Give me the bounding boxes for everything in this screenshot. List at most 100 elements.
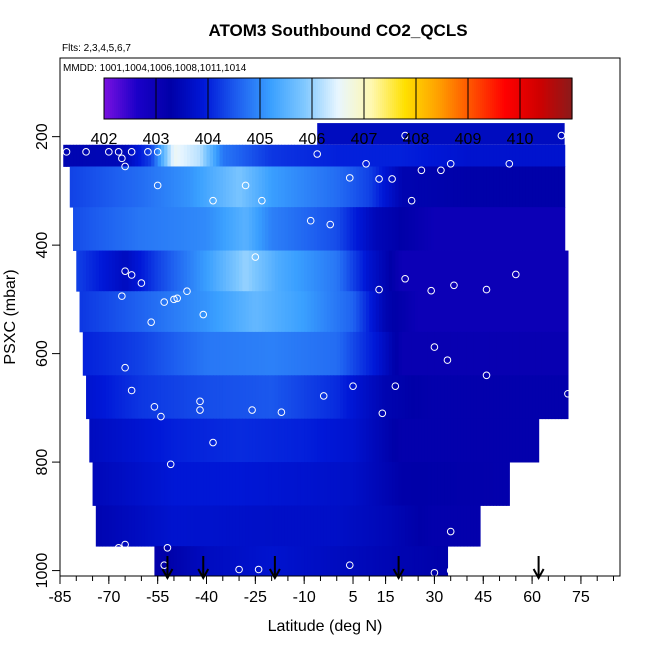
heatmap-cell xyxy=(548,144,553,167)
heatmap-cell xyxy=(203,331,208,376)
heatmap-cell xyxy=(99,375,103,420)
heatmap-cell xyxy=(499,166,504,208)
heatmap-cell xyxy=(470,144,475,167)
heatmap-cell xyxy=(105,418,110,463)
heatmap-cell xyxy=(128,291,133,333)
heatmap-cell xyxy=(388,505,393,547)
heatmap-cell xyxy=(375,207,380,251)
heatmap-cell xyxy=(460,375,465,420)
heatmap-cell xyxy=(548,291,553,333)
heatmap-cell xyxy=(82,291,87,333)
colorbar-segment xyxy=(538,78,541,119)
heatmap-cell xyxy=(359,462,364,506)
heatmap-cell xyxy=(242,331,247,376)
colorbar-segment xyxy=(554,78,557,119)
heatmap-cell xyxy=(89,144,94,167)
heatmap-cell xyxy=(297,166,302,208)
colorbar-segment xyxy=(114,78,117,119)
heatmap-cell xyxy=(535,207,540,251)
heatmap-cell xyxy=(291,144,296,167)
heatmap-cell xyxy=(102,331,107,376)
heatmap-cell xyxy=(346,291,351,333)
heatmap-cell xyxy=(379,331,383,376)
heatmap-cell xyxy=(336,291,341,333)
heatmap-cell xyxy=(366,291,370,333)
colorbar-segment xyxy=(520,78,523,119)
colorbar-segment xyxy=(474,78,477,119)
heatmap-cell xyxy=(255,207,260,251)
heatmap-cell xyxy=(102,418,107,463)
heatmap-cell xyxy=(125,418,129,463)
heatmap-cell xyxy=(392,375,396,420)
heatmap-cell xyxy=(522,144,527,167)
heatmap-cell xyxy=(414,375,419,420)
heatmap-cell xyxy=(112,144,116,167)
heatmap-cell xyxy=(434,505,439,547)
heatmap-cell xyxy=(284,291,289,333)
heatmap-cell xyxy=(440,375,445,420)
heatmap-cell xyxy=(261,166,266,208)
colorbar-segment xyxy=(172,78,175,119)
colorbar-segment xyxy=(110,78,113,119)
colorbar-segment xyxy=(366,78,369,119)
heatmap-cell xyxy=(173,331,178,376)
heatmap-cell xyxy=(304,546,309,576)
colorbar-segment xyxy=(230,78,233,119)
heatmap-cell xyxy=(440,166,445,208)
heatmap-cell xyxy=(226,291,230,333)
heatmap-cell xyxy=(476,418,481,463)
colorbar-segment xyxy=(434,78,437,119)
heatmap-cell xyxy=(307,546,312,576)
heatmap-cell xyxy=(388,291,393,333)
colorbar-segment xyxy=(228,78,231,119)
heatmap-cell xyxy=(200,166,204,208)
heatmap-cell xyxy=(424,207,429,251)
heatmap-cell xyxy=(147,418,152,463)
heatmap-cell xyxy=(375,462,380,506)
x-tick-label: 15 xyxy=(377,589,395,606)
heatmap-cell xyxy=(333,462,338,506)
heatmap-cell xyxy=(226,144,230,167)
heatmap-cell xyxy=(281,505,286,547)
heatmap-cell xyxy=(242,207,247,251)
heatmap-cell xyxy=(548,331,553,376)
heatmap-cell xyxy=(141,418,146,463)
heatmap-cell xyxy=(278,375,282,420)
heatmap-cell xyxy=(167,418,172,463)
heatmap-cell xyxy=(362,546,367,576)
heatmap-cell xyxy=(496,250,501,292)
colorbar-segment xyxy=(486,78,489,119)
heatmap-cell xyxy=(125,331,129,376)
colorbar-segment xyxy=(306,78,309,119)
sample-point xyxy=(277,408,286,416)
heatmap-cell xyxy=(252,375,256,420)
heatmap-cell xyxy=(346,144,351,167)
heatmap-cell xyxy=(473,505,478,547)
colorbar-segment xyxy=(178,78,181,119)
heatmap-cell xyxy=(313,505,318,547)
heatmap-cell xyxy=(203,418,208,463)
heatmap-cell xyxy=(160,144,165,167)
heatmap-cell xyxy=(226,207,230,251)
heatmap-cell xyxy=(395,207,400,251)
heatmap-cell xyxy=(144,418,149,463)
heatmap-cell xyxy=(385,505,390,547)
heatmap-cell xyxy=(395,505,400,547)
heatmap-cell xyxy=(408,207,413,251)
heatmap-cell xyxy=(457,166,462,208)
heatmap-cell xyxy=(248,166,253,208)
heatmap-cell xyxy=(157,462,162,506)
heatmap-cell xyxy=(470,207,475,251)
heatmap-cell xyxy=(183,250,188,292)
heatmap-cell xyxy=(408,291,413,333)
heatmap-cell xyxy=(418,505,422,547)
heatmap-cell xyxy=(336,166,341,208)
colorbar-segment xyxy=(182,78,185,119)
heatmap-cell xyxy=(353,250,357,292)
heatmap-cell xyxy=(326,166,331,208)
heatmap-cell xyxy=(307,291,312,333)
heatmap-cell xyxy=(128,166,133,208)
heatmap-cell xyxy=(525,166,530,208)
heatmap-cell xyxy=(434,462,439,506)
heatmap-cell xyxy=(551,291,556,333)
